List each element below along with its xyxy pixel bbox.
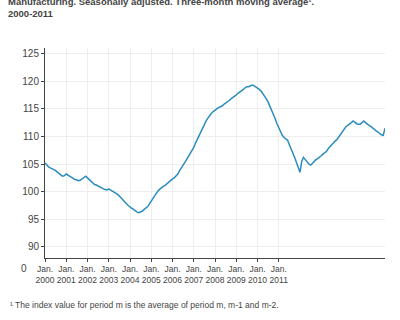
svg-text:0: 0 xyxy=(21,263,27,274)
svg-text:Jan.2009: Jan.2009 xyxy=(227,264,246,285)
svg-text:120: 120 xyxy=(22,76,39,87)
svg-text:Jan.2005: Jan.2005 xyxy=(142,264,161,285)
svg-text:Jan.2004: Jan.2004 xyxy=(121,264,140,285)
svg-text:Jan.2011: Jan.2011 xyxy=(270,264,289,285)
svg-text:Jan.2006: Jan.2006 xyxy=(163,264,182,285)
svg-text:Jan.2010: Jan.2010 xyxy=(248,264,267,285)
svg-text:Jan.2001: Jan.2001 xyxy=(57,264,76,285)
svg-text:95: 95 xyxy=(28,214,40,225)
svg-text:125: 125 xyxy=(22,48,39,59)
svg-text:Manufacturing. Seasonally adju: Manufacturing. Seasonally adjusted. Thre… xyxy=(8,0,314,19)
svg-text:¹ The index value for period m: ¹ The index value for period m is the av… xyxy=(10,300,279,310)
svg-text:105: 105 xyxy=(22,159,39,170)
svg-text:Jan.2002: Jan.2002 xyxy=(78,264,97,285)
svg-text:Jan.2008: Jan.2008 xyxy=(206,264,225,285)
svg-text:Jan.2000: Jan.2000 xyxy=(36,264,55,285)
svg-text:90: 90 xyxy=(28,241,40,252)
svg-text:100: 100 xyxy=(22,186,39,197)
svg-text:115: 115 xyxy=(23,103,39,114)
svg-text:Jan.2003: Jan.2003 xyxy=(99,264,118,285)
svg-text:110: 110 xyxy=(23,131,39,142)
svg-text:Jan.2007: Jan.2007 xyxy=(184,264,203,285)
